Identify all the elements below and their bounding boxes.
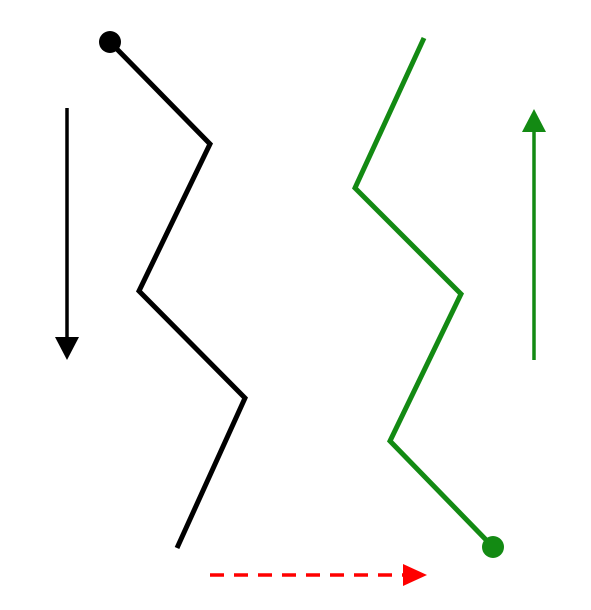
- black-down-arrow: [55, 108, 79, 360]
- red-dashed-right-arrow: [210, 564, 427, 586]
- black-zigzag-path: [99, 31, 248, 550]
- black-start-dot: [99, 31, 121, 53]
- green-start-dot: [482, 536, 504, 558]
- green-zigzag-path: [352, 36, 504, 558]
- green-up-arrow: [522, 109, 546, 360]
